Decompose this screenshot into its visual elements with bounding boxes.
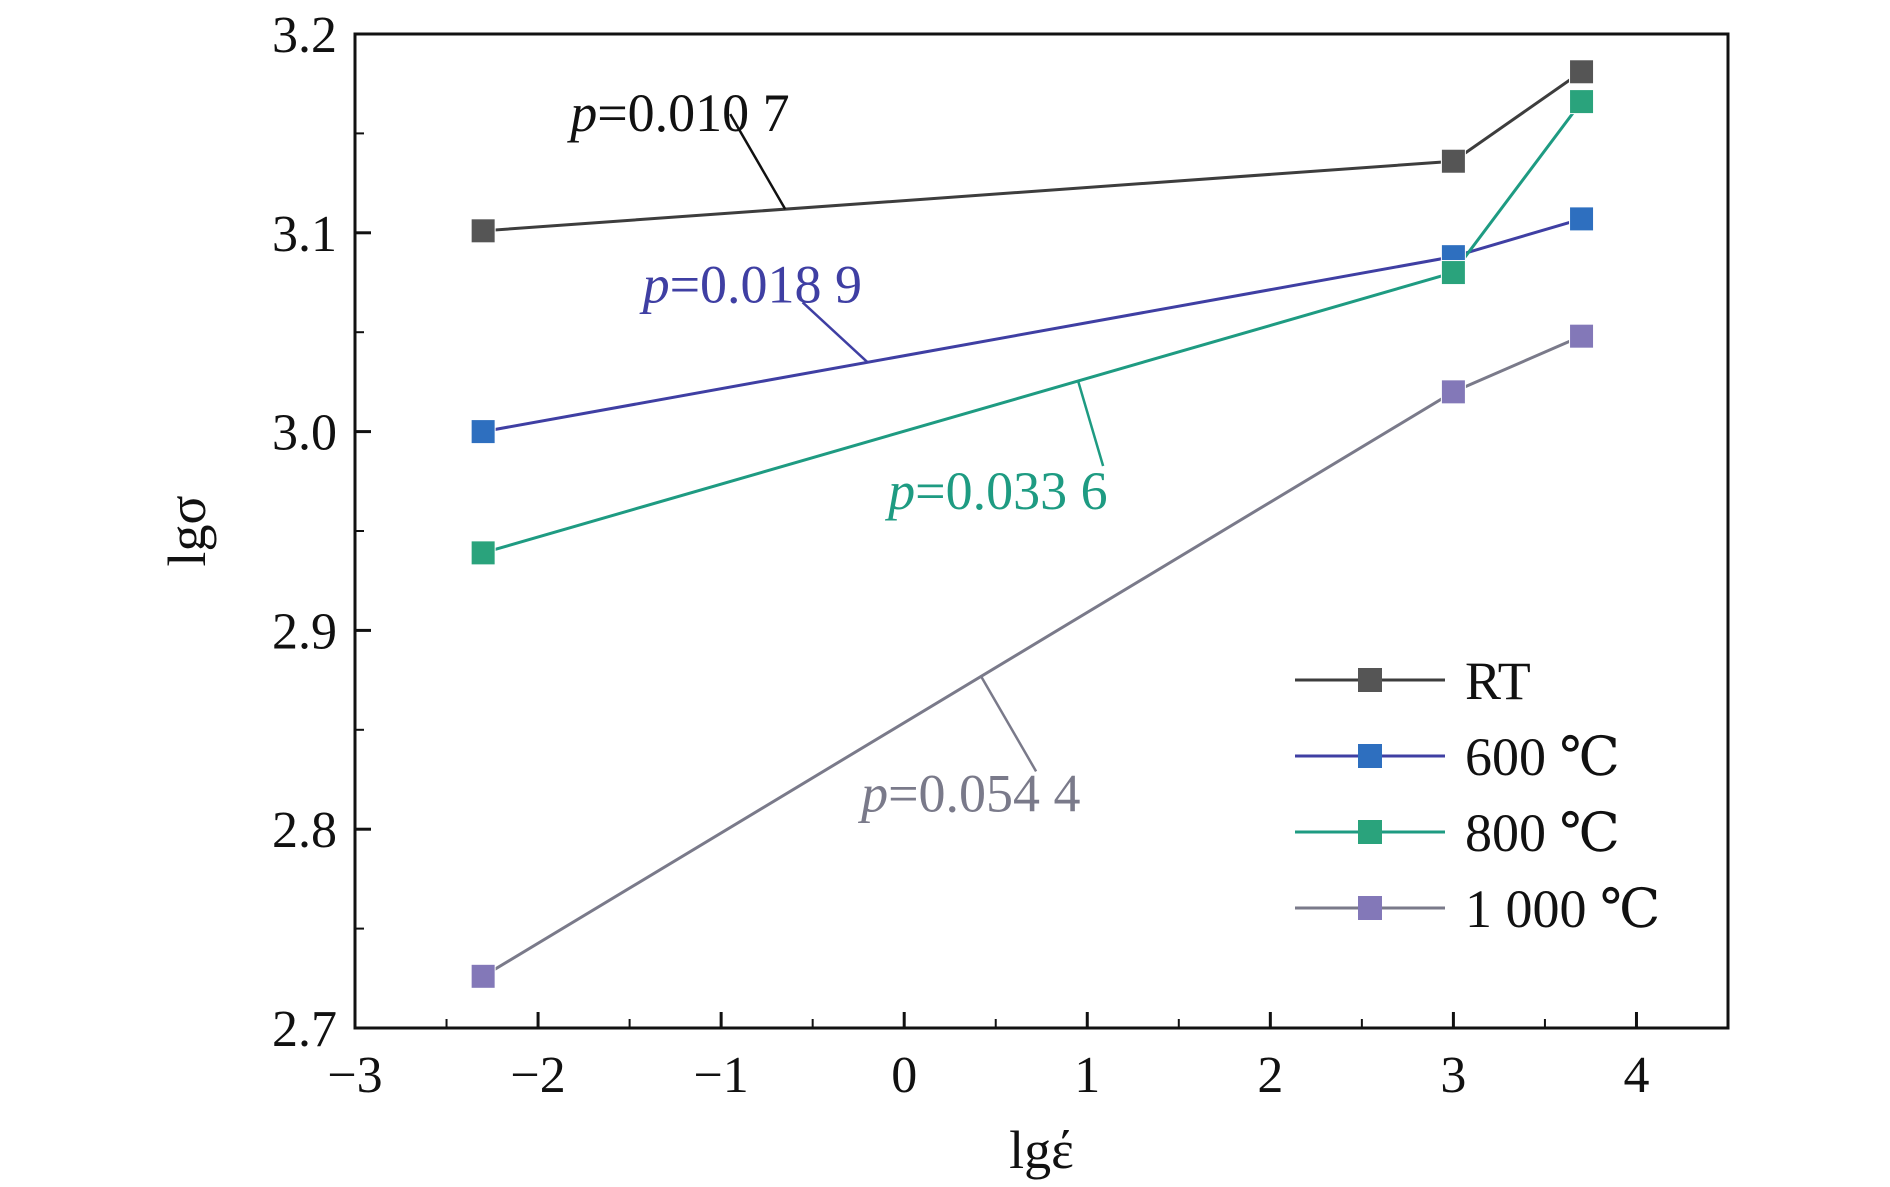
legend-marker: [1358, 744, 1382, 768]
x-tick-label: 4: [1623, 1047, 1649, 1104]
data-point: [1569, 59, 1595, 85]
annotation-leaders: [729, 113, 1105, 772]
x-tick-label: −3: [327, 1047, 382, 1104]
legend-label: 1 000 ℃: [1465, 879, 1660, 939]
axes: −3 −2 −1 0 1 2 3 4 2.7 2.8 2.9 3.0 3.1 3.2: [272, 7, 1730, 1104]
legend-marker: [1358, 668, 1382, 692]
annotation-value: =0.033 6: [915, 461, 1107, 521]
x-tick-label: 1: [1074, 1047, 1100, 1104]
x-tick-label: 2: [1257, 1047, 1283, 1104]
y-tick-label: 2.8: [272, 802, 337, 859]
data-point: [1440, 379, 1466, 405]
legend: RT 600 ℃ 800 ℃ 1 000 ℃: [1295, 651, 1660, 939]
annotation-label: p=0.018 9: [639, 254, 862, 314]
y-tick-label: 2.9: [272, 603, 337, 660]
legend-label: 600 ℃: [1465, 727, 1620, 787]
legend-marker: [1358, 896, 1382, 920]
annotation-value: =0.010 7: [597, 83, 789, 143]
legend-marker: [1358, 820, 1382, 844]
data-point: [1569, 206, 1595, 232]
y-tick-label: 3.1: [272, 206, 337, 263]
data-point: [470, 540, 496, 566]
annotations: p=0.010 7p=0.018 9p=0.033 6p=0.054 4: [566, 83, 1107, 823]
data-point: [1440, 148, 1466, 174]
series-line: [482, 217, 1582, 434]
annotation-leader: [801, 301, 869, 364]
y-tick-label: 3.2: [272, 7, 337, 64]
data-point: [470, 963, 496, 989]
y-tick-label: 2.7: [272, 1001, 337, 1058]
annotation-leader: [1076, 380, 1105, 467]
y-axis-label: lgσ: [157, 495, 217, 566]
x-tick-label: 3: [1440, 1047, 1466, 1104]
legend-label: 800 ℃: [1465, 803, 1620, 863]
x-axis-label: lgέ: [1009, 1120, 1074, 1180]
y-tick-label: 3.0: [272, 405, 337, 462]
annotation-label: p=0.033 6: [884, 461, 1107, 521]
data-point: [1569, 89, 1595, 115]
legend-label: RT: [1465, 651, 1531, 711]
annotation-leader: [980, 675, 1038, 772]
series-markers: [470, 59, 1595, 989]
annotation-value: =0.054 4: [888, 763, 1080, 823]
annotation-value: =0.018 9: [670, 254, 862, 314]
x-tick-label: −2: [510, 1047, 565, 1104]
annotation-label: p=0.010 7: [566, 83, 789, 143]
data-point: [470, 218, 496, 244]
annotation-label: p=0.054 4: [857, 763, 1080, 823]
data-point: [470, 419, 496, 445]
annotation-symbol: p: [884, 461, 915, 521]
annotation-leader: [729, 113, 787, 210]
annotation-symbol: p: [639, 254, 670, 314]
annotation-symbol: p: [857, 763, 888, 823]
series-line: [482, 334, 1583, 978]
series-lines: [482, 70, 1583, 978]
x-tick-label: 0: [891, 1047, 917, 1104]
x-tick-label: −1: [693, 1047, 748, 1104]
data-point: [1440, 260, 1466, 286]
data-point: [1569, 323, 1595, 349]
annotation-symbol: p: [566, 83, 597, 143]
